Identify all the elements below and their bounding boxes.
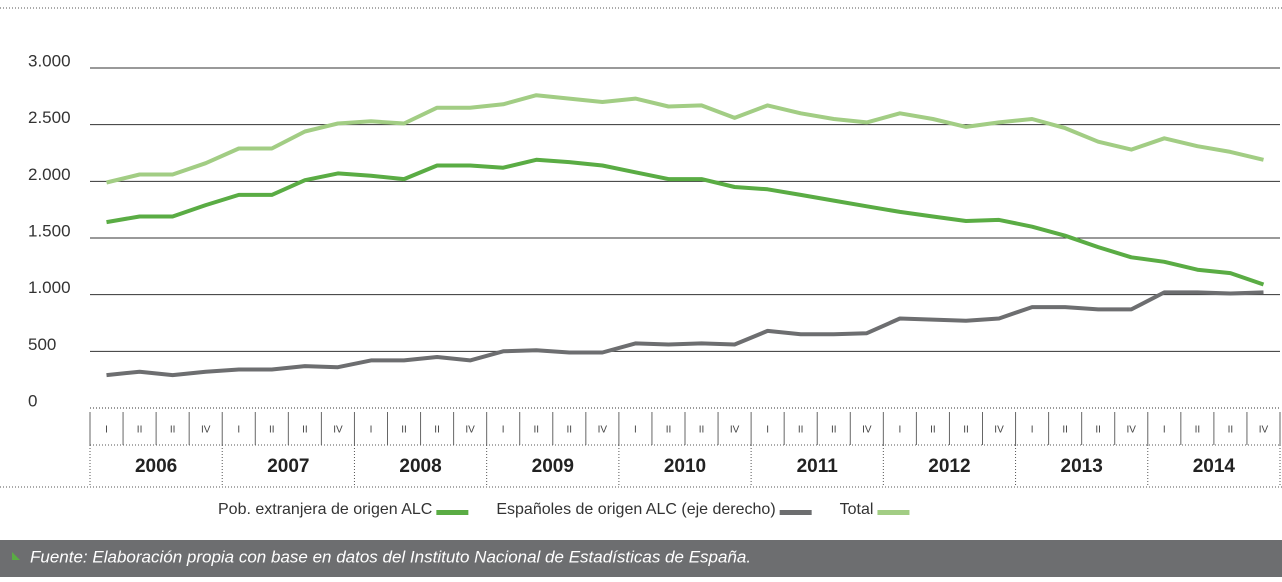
source-icon [12, 552, 20, 560]
y-tick-label: 1.000 [28, 278, 71, 297]
x-tick-label: I [502, 425, 505, 436]
y-tick-label: 2.000 [28, 165, 71, 184]
x-tick-label: IV [862, 425, 872, 436]
y-tick-label: 0 [28, 391, 37, 410]
x-tick-label: II [434, 425, 440, 436]
x-tick-label: I [105, 425, 108, 436]
source-band [0, 540, 1282, 577]
year-label: 2009 [532, 456, 574, 477]
x-tick-label: IV [333, 425, 343, 436]
year-label: 2013 [1061, 456, 1103, 477]
x-tick-label: II [699, 425, 705, 436]
y-tick-label: 2.500 [28, 108, 71, 127]
x-tick-label: I [237, 425, 240, 436]
x-tick-label: II [170, 425, 176, 436]
x-tick-label: I [370, 425, 373, 436]
series-line [106, 157, 1265, 287]
x-tick-label: II [401, 425, 407, 436]
x-tick-label: IV [1127, 425, 1137, 436]
x-tick-label: II [1195, 425, 1201, 436]
y-tick-label: 500 [28, 335, 56, 354]
x-tick-label: IV [994, 425, 1004, 436]
x-tick-label: IV [730, 425, 740, 436]
year-label: 2008 [399, 456, 441, 477]
x-tick-label: II [533, 425, 539, 436]
x-tick-label: IV [201, 425, 211, 436]
year-label: 2006 [135, 456, 177, 477]
x-tick-label: II [1062, 425, 1068, 436]
x-tick-label: II [137, 425, 143, 436]
x-tick-label: I [1163, 425, 1166, 436]
legend-swatch [779, 510, 812, 515]
source: Fuente: Elaboración propia con base en d… [30, 547, 751, 566]
y-tick-label: 1.500 [28, 221, 71, 240]
x-tick-label: II [1228, 425, 1234, 436]
x-tick-label: II [567, 425, 573, 436]
x-tick-label: II [666, 425, 672, 436]
x-tick-label: I [898, 425, 901, 436]
x-tick-label: II [963, 425, 969, 436]
year-label: 2012 [928, 456, 970, 477]
series-line [106, 93, 1264, 185]
year-label: 2007 [267, 456, 309, 477]
x-tick-label: II [831, 425, 837, 436]
x-tick-label: I [1031, 425, 1034, 436]
x-tick-label: IV [1259, 425, 1269, 436]
legend-label: Españoles de origen ALC (eje derecho) [496, 501, 775, 518]
x-tick-label: IV [598, 425, 608, 436]
x-tick-label: II [302, 425, 308, 436]
series-line [106, 290, 1264, 378]
legend-label: Total [840, 501, 874, 518]
legend-label: Pob. extranjera de origen ALC [218, 501, 432, 518]
x-tick-label: II [798, 425, 804, 436]
legend-swatch [436, 510, 469, 515]
y-tick-label: 3.000 [28, 51, 71, 70]
year-label: 2014 [1193, 456, 1236, 477]
x-tick-label: II [930, 425, 936, 436]
year-label: 2011 [797, 456, 839, 477]
x-tick-label: II [1095, 425, 1101, 436]
x-tick-label: II [269, 425, 275, 436]
x-tick-label: I [634, 425, 637, 436]
x-tick-label: I [766, 425, 769, 436]
x-tick-label: IV [465, 425, 475, 436]
legend-swatch [877, 510, 910, 515]
year-label: 2010 [664, 456, 706, 477]
